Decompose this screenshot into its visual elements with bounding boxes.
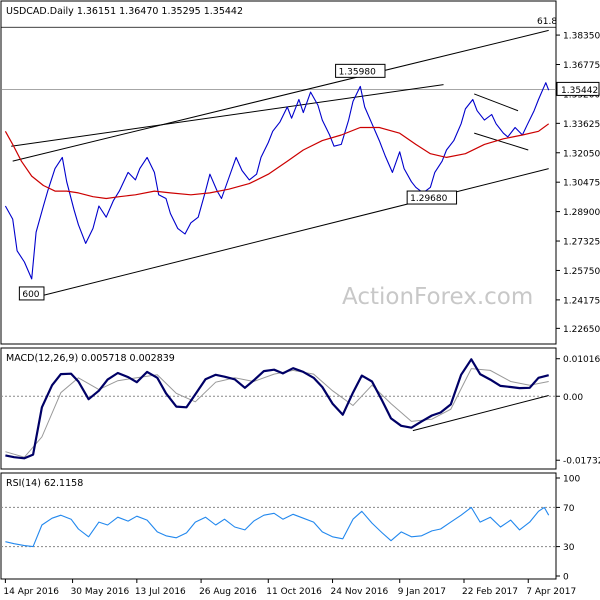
rsi-series [5,506,550,548]
rsi-axis: 100 70 30 0 [556,475,580,583]
date-tick-label: 9 Jan 2017 [398,587,446,597]
macd-tick-label: -0.017321 [563,457,600,467]
price-tick-label: 1.27325 [563,238,600,248]
macd-main-series [5,358,549,460]
price-tick-label: 1.38350 [563,32,600,42]
price-tick-label: 1.36775 [563,61,600,71]
price-panel-border [0,0,557,345]
price-annotation-label: 1.35980 [339,67,376,77]
last-price-box [556,81,600,96]
date-tick-label: 26 Aug 2016 [199,587,257,597]
fib-618-label: 61.8 [537,17,557,27]
price-tick-label: 1.33625 [563,120,600,130]
price-tick-label: 1.30475 [563,179,600,189]
macd-tick-label: 0.00 [563,393,583,403]
rsi-tick-label: 0 [563,573,569,583]
date-tick-label: 11 Oct 2016 [266,587,322,597]
rsi-plot [1,506,556,548]
price-panel: USDCAD.Daily 1.36151 1.36470 1.35295 1.3… [0,0,600,345]
macd-signal-series [5,368,549,458]
rsi-panel-border [0,472,557,580]
price-close-series [4,82,550,280]
macd-plot [1,358,556,460]
watermark: ActionForex.com [342,284,533,310]
price-annotation-box [406,190,458,205]
rsi-tick-label: 70 [563,504,575,514]
price-tick-label: 1.32050 [563,149,600,159]
macd-trendline [412,395,549,432]
last-price-label: 1.35442 [561,86,598,96]
date-tick-label: 24 Nov 2016 [331,587,389,597]
macd-tick-label: 0.010163 [563,355,600,365]
rsi-header: RSI(14) 62.1158 [6,478,83,489]
triangle-upper-line [474,93,519,112]
channel-mid-line [11,84,444,147]
price-tick-label: 1.24175 [563,296,600,306]
date-axis: 14 Apr 2016 30 May 2016 13 Jul 2016 26 Aug … [3,579,576,597]
price-header: USDCAD.Daily 1.36151 1.36470 1.35295 1.3… [6,6,243,17]
price-axis: 1.383501.367751.352001.336251.320501.304… [556,32,600,335]
price-annotation-label: 1.29680 [410,194,447,204]
date-tick-label: 14 Apr 2016 [3,587,59,597]
macd-panel: MACD(12,26,9) 0.005718 0.002839 0.010163… [0,347,600,470]
price-annotation-box [335,63,386,78]
channel-upper-line [12,29,549,162]
macd-axis: 0.010163 0.00 -0.017321 [556,355,600,467]
rsi-panel: RSI(14) 62.1158 100 70 30 0 [0,472,580,583]
price-tick-label: 1.28900 [563,208,600,218]
macd-header: MACD(12,26,9) 0.005718 0.002839 [6,353,175,364]
date-tick-label: 13 Jul 2016 [135,587,186,597]
price-tick-label: 1.22650 [563,325,600,335]
price-plot: 61.8 1.35980 1.29680 600 [1,17,557,301]
price-annotation-box [18,286,45,301]
price-tick-label: 1.25750 [563,267,600,277]
date-tick-label: 30 May 2016 [71,587,130,597]
triangle-lower-line [474,132,529,151]
date-tick-label: 22 Feb 2017 [462,587,518,597]
date-tick-label: 7 Apr 2017 [526,587,576,597]
channel-lower-line [34,168,549,299]
macd-panel-border [0,347,557,470]
rsi-tick-label: 30 [563,543,575,553]
rsi-tick-label: 100 [563,475,580,485]
price-annotation-label: 600 [22,290,39,300]
price-sma-series [4,123,550,200]
